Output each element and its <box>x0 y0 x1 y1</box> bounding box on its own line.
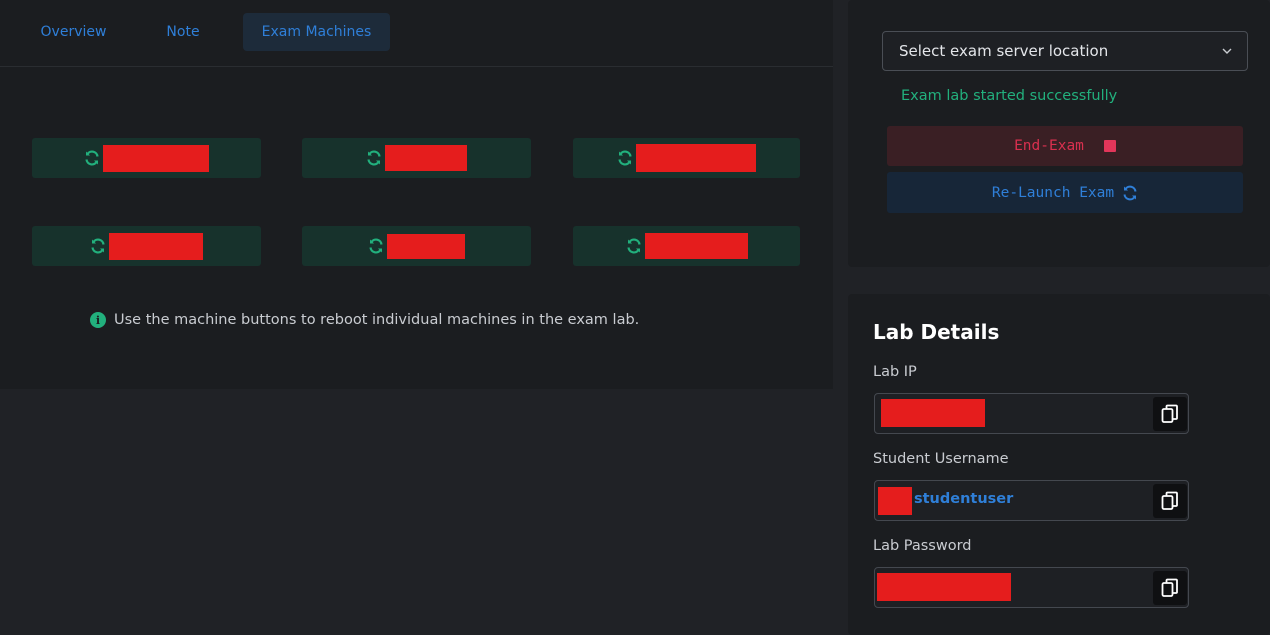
redacted-machine-name <box>103 144 209 172</box>
copy-password-button[interactable] <box>1153 571 1187 605</box>
end-exam-label: End-Exam <box>1014 138 1084 154</box>
exam-machines-panel: Overview Note Exam Machines i Use the ma… <box>0 0 833 389</box>
tab-note[interactable]: Note <box>166 24 200 40</box>
lab-details-title: Lab Details <box>873 320 1000 344</box>
relaunch-exam-button[interactable]: Re-Launch Exam <box>887 172 1243 213</box>
refresh-icon <box>85 150 99 166</box>
exam-control-panel: Select exam server location Exam lab sta… <box>848 0 1270 267</box>
machine-button-2[interactable] <box>302 138 531 178</box>
lab-password-field[interactable] <box>874 567 1189 608</box>
info-icon: i <box>90 312 106 328</box>
student-username-label: Student Username <box>873 451 1009 467</box>
redacted-machine-name <box>385 145 467 171</box>
lab-ip-field[interactable] <box>874 393 1189 434</box>
redacted-username-prefix <box>878 487 912 515</box>
refresh-icon <box>367 150 381 166</box>
copy-icon <box>1161 578 1178 597</box>
status-message: Exam lab started successfully <box>901 88 1118 104</box>
refresh-icon <box>91 238 105 254</box>
refresh-icon <box>626 238 641 254</box>
copy-icon <box>1161 491 1178 510</box>
redacted-password <box>877 573 1011 601</box>
tab-exam-machines[interactable]: Exam Machines <box>243 13 390 51</box>
copy-username-button[interactable] <box>1153 484 1187 518</box>
stop-icon <box>1103 140 1116 152</box>
copy-icon <box>1161 404 1178 423</box>
machine-button-6[interactable] <box>573 226 800 266</box>
redacted-lab-ip <box>881 399 985 427</box>
redacted-machine-name <box>109 232 203 260</box>
machine-button-3[interactable] <box>573 138 800 178</box>
redacted-machine-name <box>636 144 756 172</box>
relaunch-exam-label: Re-Launch Exam <box>991 184 1115 201</box>
machine-button-5[interactable] <box>302 226 531 266</box>
refresh-icon <box>369 238 383 254</box>
student-username-value: studentuser <box>914 491 1014 507</box>
server-location-placeholder: Select exam server location <box>899 42 1109 60</box>
server-location-select[interactable]: Select exam server location <box>882 31 1248 71</box>
machine-button-4[interactable] <box>32 226 261 266</box>
refresh-icon <box>1123 185 1137 200</box>
info-message: i Use the machine buttons to reboot indi… <box>90 312 639 328</box>
redacted-machine-name <box>387 233 465 259</box>
copy-lab-ip-button[interactable] <box>1153 397 1187 431</box>
info-text: Use the machine buttons to reboot indivi… <box>114 312 640 328</box>
chevron-down-icon <box>1222 48 1232 54</box>
machine-button-1[interactable] <box>32 138 261 178</box>
tab-bar: Overview Note Exam Machines <box>0 0 833 67</box>
student-username-field[interactable]: studentuser <box>874 480 1189 521</box>
lab-ip-label: Lab IP <box>873 364 917 380</box>
refresh-icon <box>618 150 632 166</box>
redacted-machine-name <box>644 233 748 259</box>
lab-password-label: Lab Password <box>873 538 972 554</box>
tab-overview[interactable]: Overview <box>40 24 107 40</box>
lab-details-panel: Lab Details Lab IP Student Username stud… <box>848 294 1270 635</box>
end-exam-button[interactable]: End-Exam <box>887 126 1243 166</box>
